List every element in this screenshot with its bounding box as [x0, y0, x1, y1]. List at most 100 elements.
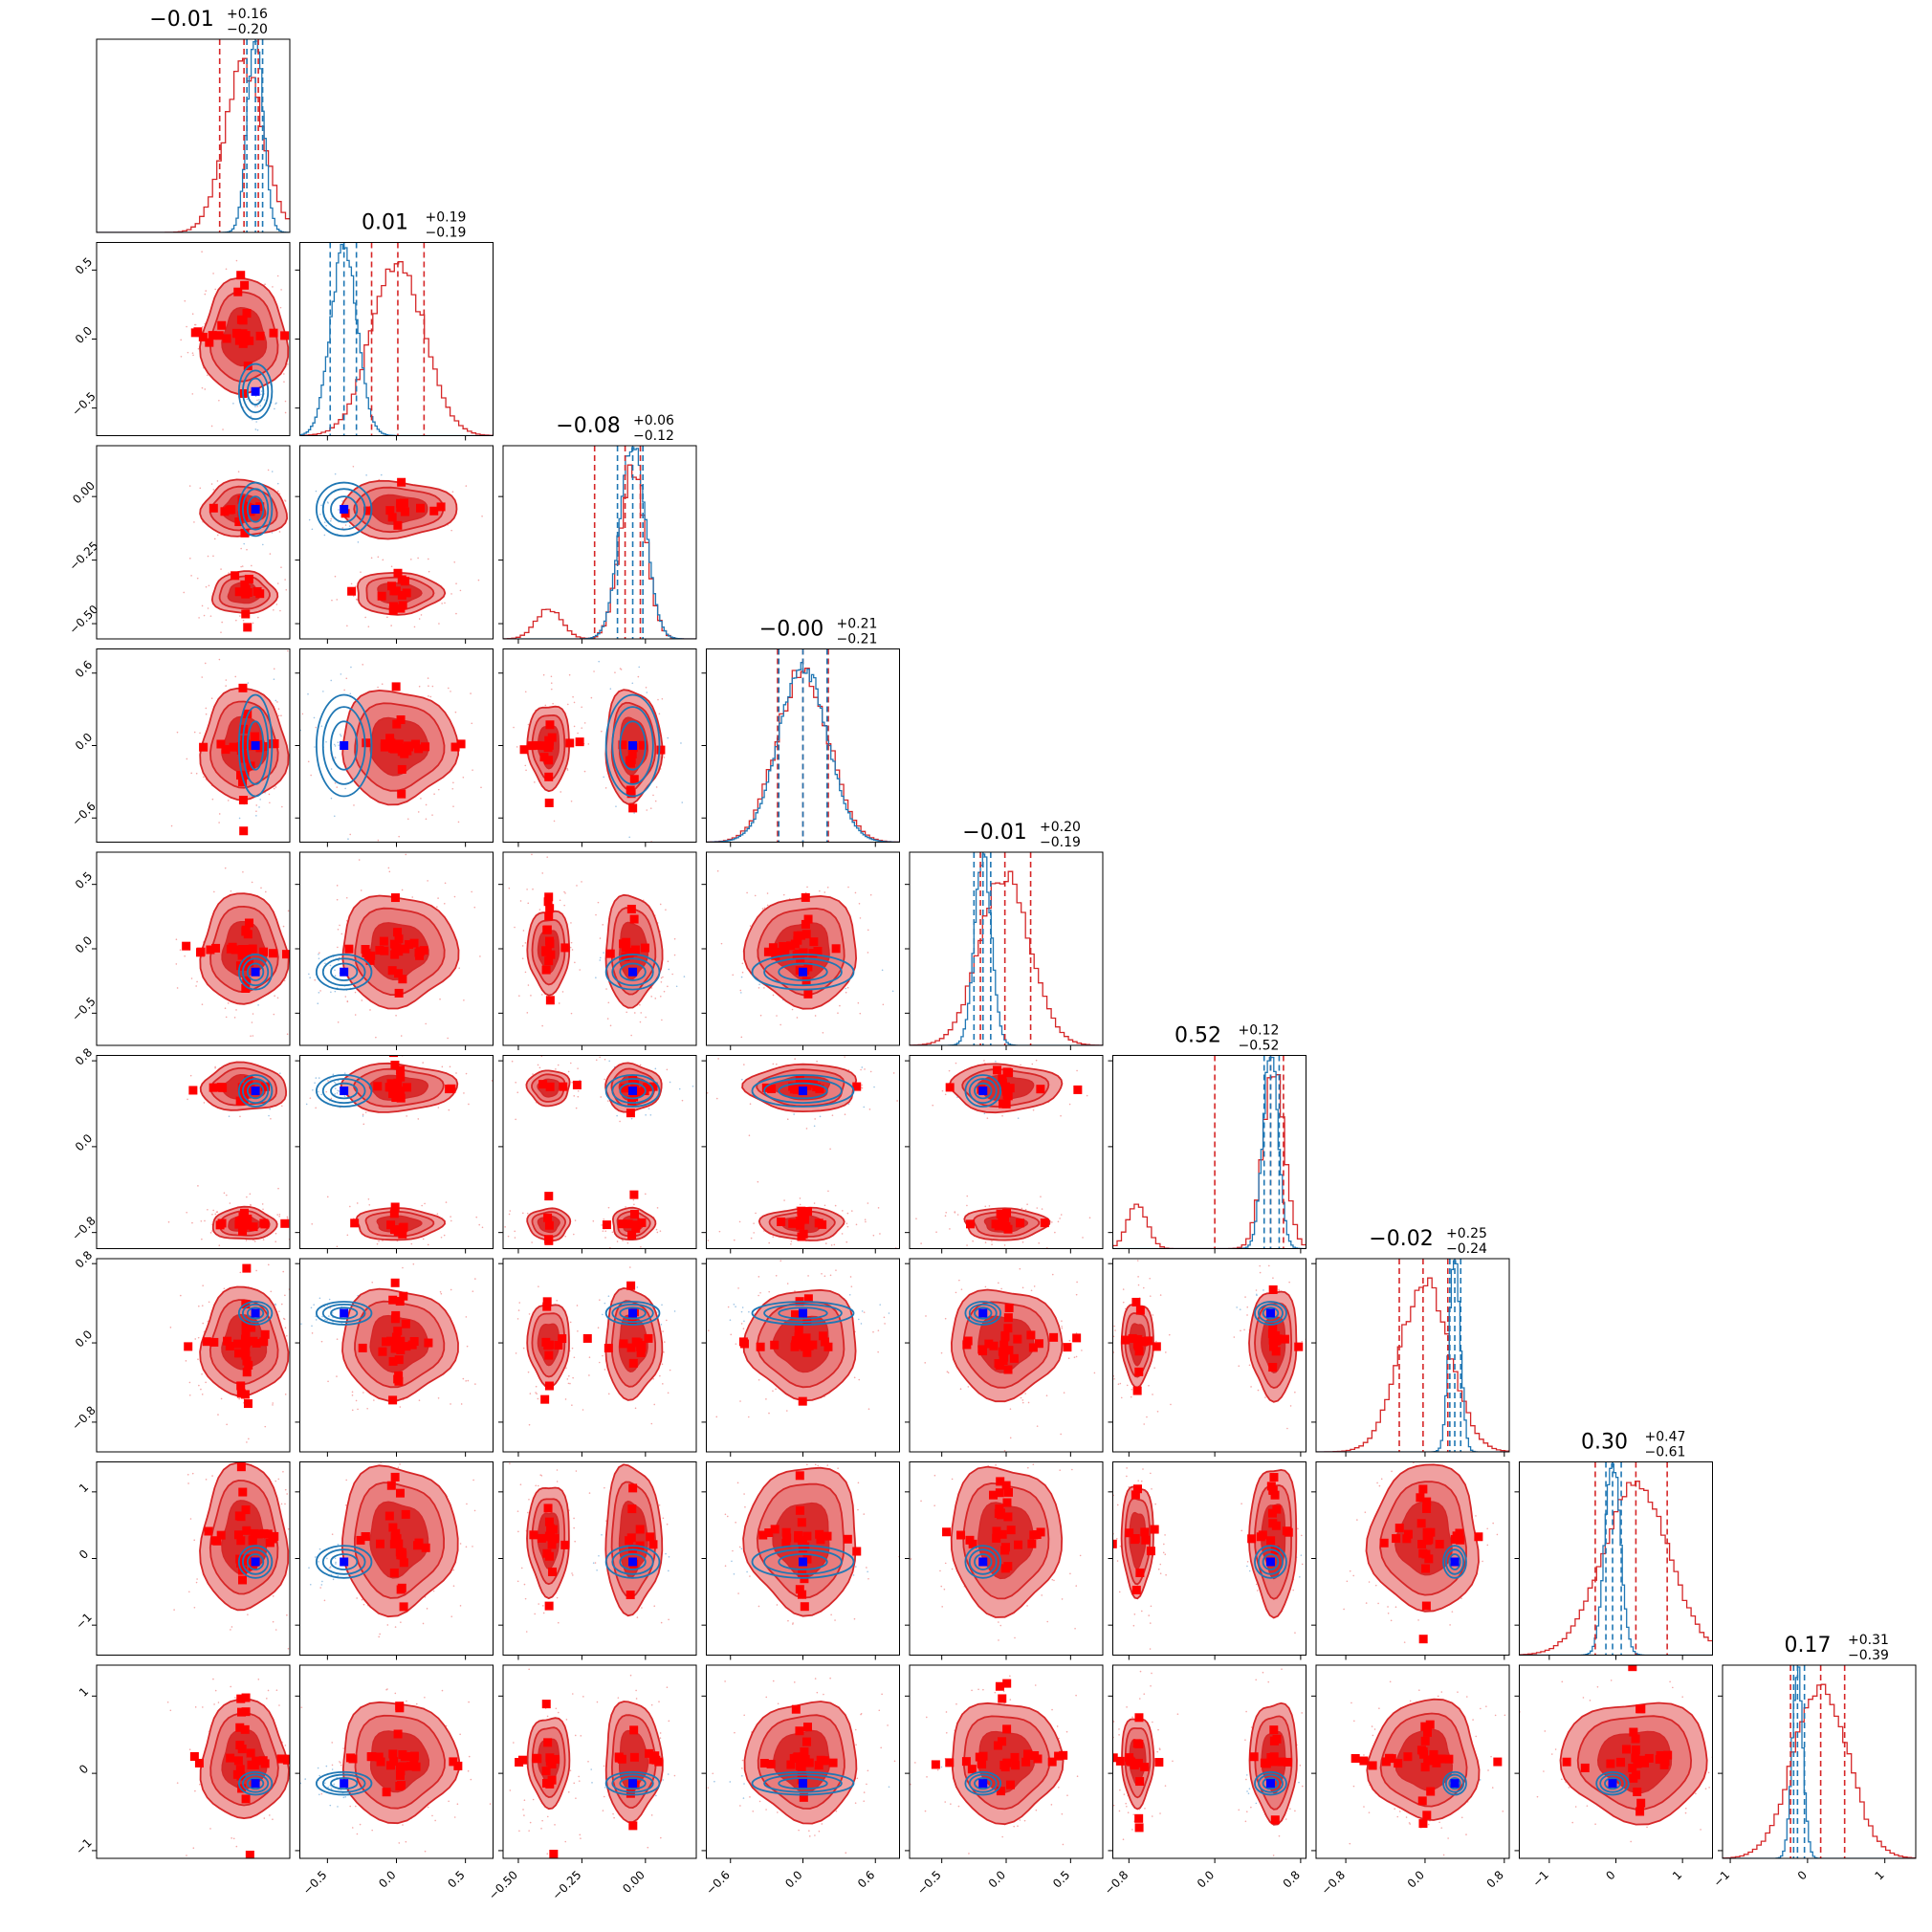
scatter-point [660, 1324, 663, 1326]
scatter-point [420, 614, 423, 616]
scatter-point [259, 799, 261, 801]
scatter-point [303, 566, 305, 568]
scatter-point [565, 1367, 567, 1370]
scatter-point [855, 1223, 858, 1226]
histogram-panel-4 [905, 851, 1104, 1050]
scatter-point [566, 767, 568, 770]
scatter-point [599, 959, 602, 961]
scatter-point [595, 977, 597, 978]
scatter-point [669, 1081, 671, 1084]
scatter-point [740, 1323, 743, 1325]
scatter-point [876, 1053, 878, 1055]
red-marker [394, 739, 404, 749]
scatter-point [542, 673, 545, 676]
scatter-point [659, 996, 662, 998]
scatter-point [448, 687, 450, 690]
scatter-point [437, 1107, 440, 1109]
red-marker [236, 1381, 246, 1391]
scatter-point [367, 1197, 370, 1200]
red-marker [421, 742, 430, 752]
scatter-point [345, 919, 348, 922]
red-marker [544, 1381, 554, 1391]
scatter-point [877, 1350, 879, 1353]
red-marker [240, 1390, 250, 1399]
scatter-point [1024, 1393, 1026, 1394]
panel-frame [96, 38, 291, 233]
red-marker [771, 951, 780, 960]
scatter-point [527, 1371, 530, 1373]
red-marker [629, 1190, 639, 1199]
scatter-point [334, 575, 337, 578]
red-marker [1049, 1332, 1059, 1342]
scatter-point [514, 1237, 516, 1239]
scatter-point [649, 643, 651, 645]
scatter-point [364, 616, 366, 619]
red-marker [554, 1341, 563, 1350]
scatter-point [575, 1107, 578, 1109]
scatter-point [455, 1072, 457, 1074]
red-marker [236, 743, 246, 753]
scatter-point [517, 1116, 519, 1118]
red-marker [1016, 1218, 1025, 1228]
red-marker [403, 746, 412, 756]
red-marker [605, 949, 615, 958]
blue-contour [751, 1301, 855, 1326]
red-marker [779, 941, 788, 951]
scatter-point [276, 997, 279, 999]
red-marker [232, 329, 242, 339]
scatter-point [581, 706, 582, 709]
scatter-point [984, 1241, 987, 1243]
scatter-point [759, 1014, 762, 1017]
scatter-point [604, 1230, 607, 1233]
scatter-point [218, 813, 221, 815]
scatter-point [260, 390, 263, 392]
scatter-point [443, 902, 446, 905]
red-marker [387, 513, 397, 522]
scatter-point [758, 983, 760, 986]
scatter-point [270, 1117, 272, 1120]
scatter-point [604, 1058, 606, 1061]
blue-contour [763, 1303, 843, 1323]
red-marker [206, 945, 215, 955]
scatter-point [667, 985, 669, 988]
scatter-point [1001, 1114, 1003, 1117]
scatter-point [1060, 1433, 1062, 1436]
red-marker [270, 738, 279, 748]
red-marker [543, 1213, 553, 1222]
scatter-point [663, 1350, 665, 1353]
scatter-point [207, 1320, 209, 1323]
red-marker [350, 1218, 360, 1228]
red-marker [539, 753, 549, 762]
scatter-point [983, 1060, 985, 1062]
red-marker [373, 1082, 383, 1091]
red-marker [558, 1334, 567, 1344]
red-marker [241, 1350, 251, 1360]
red-marker [1036, 1085, 1045, 1094]
red-marker [245, 336, 254, 345]
red-marker [1040, 1218, 1049, 1228]
scatter-point [550, 682, 553, 684]
scatter-point [888, 1312, 890, 1314]
scatter-point [352, 465, 355, 468]
scatter-point [569, 1382, 571, 1385]
blue-contour [237, 481, 274, 538]
red-marker [801, 977, 811, 986]
scatter-point [169, 1327, 172, 1328]
scatter-point [334, 975, 337, 977]
red-marker [815, 1084, 824, 1093]
red-marker [643, 1083, 652, 1092]
red-marker [572, 1080, 582, 1089]
scatter-point [960, 1288, 963, 1290]
blue-marker [628, 1308, 638, 1318]
scatter-point [220, 1397, 223, 1400]
scatter-point [603, 952, 604, 954]
scatter-point [516, 746, 518, 748]
red-marker [243, 1214, 252, 1223]
scatter-point [611, 1231, 614, 1234]
scatter-point [443, 1234, 446, 1237]
red-marker [1004, 1303, 1014, 1312]
red-marker [380, 946, 389, 955]
scatter-point [750, 1237, 753, 1240]
blue-contour [321, 957, 366, 987]
blue-contour [321, 1078, 366, 1105]
